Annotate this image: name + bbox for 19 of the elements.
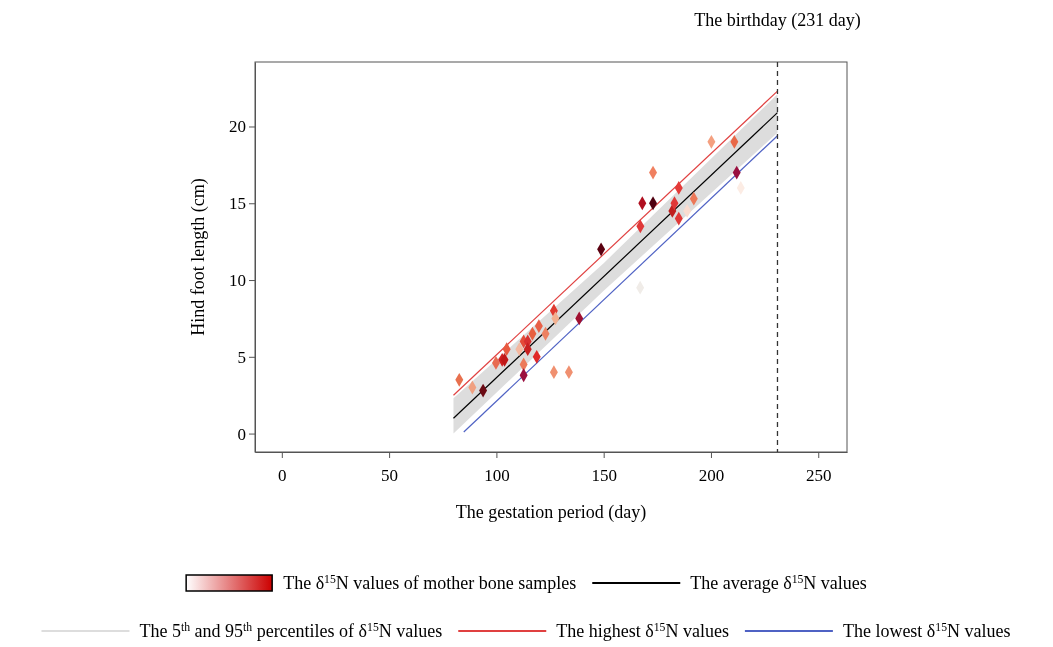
x-tick-label: 0 <box>278 466 287 486</box>
y-tick-label: 5 <box>237 347 246 367</box>
x-tick-label: 100 <box>484 466 510 486</box>
y-tick-label: 15 <box>229 194 246 214</box>
legend-label: The δ$^{15}$N values of mother bone samples <box>283 572 577 593</box>
legend-label: The average δ$^{15}$N values <box>690 572 867 593</box>
x-axis-title: The gestation period (day) <box>455 502 647 523</box>
y-axis-title: Hind foot length (cm) <box>188 178 209 336</box>
x-tick-label: 50 <box>381 466 399 486</box>
y-tick-label: 0 <box>237 424 246 444</box>
ref-line-label: The birthday (231 day) <box>694 10 861 31</box>
x-tick-label: 150 <box>591 466 617 486</box>
legend-label: The 5$^{th}$ and 95$^{th}$ percentiles of δ$^{15}$N values <box>139 620 443 641</box>
x-tick-label: 250 <box>806 466 832 486</box>
y-tick-label: 20 <box>229 117 246 137</box>
x-tick-label: 200 <box>698 466 725 486</box>
legend-label: The lowest δ$^{15}$N values <box>842 620 1011 641</box>
legend-label: The highest δ$^{15}$N values <box>556 620 729 641</box>
y-tick-label: 10 <box>229 270 246 290</box>
